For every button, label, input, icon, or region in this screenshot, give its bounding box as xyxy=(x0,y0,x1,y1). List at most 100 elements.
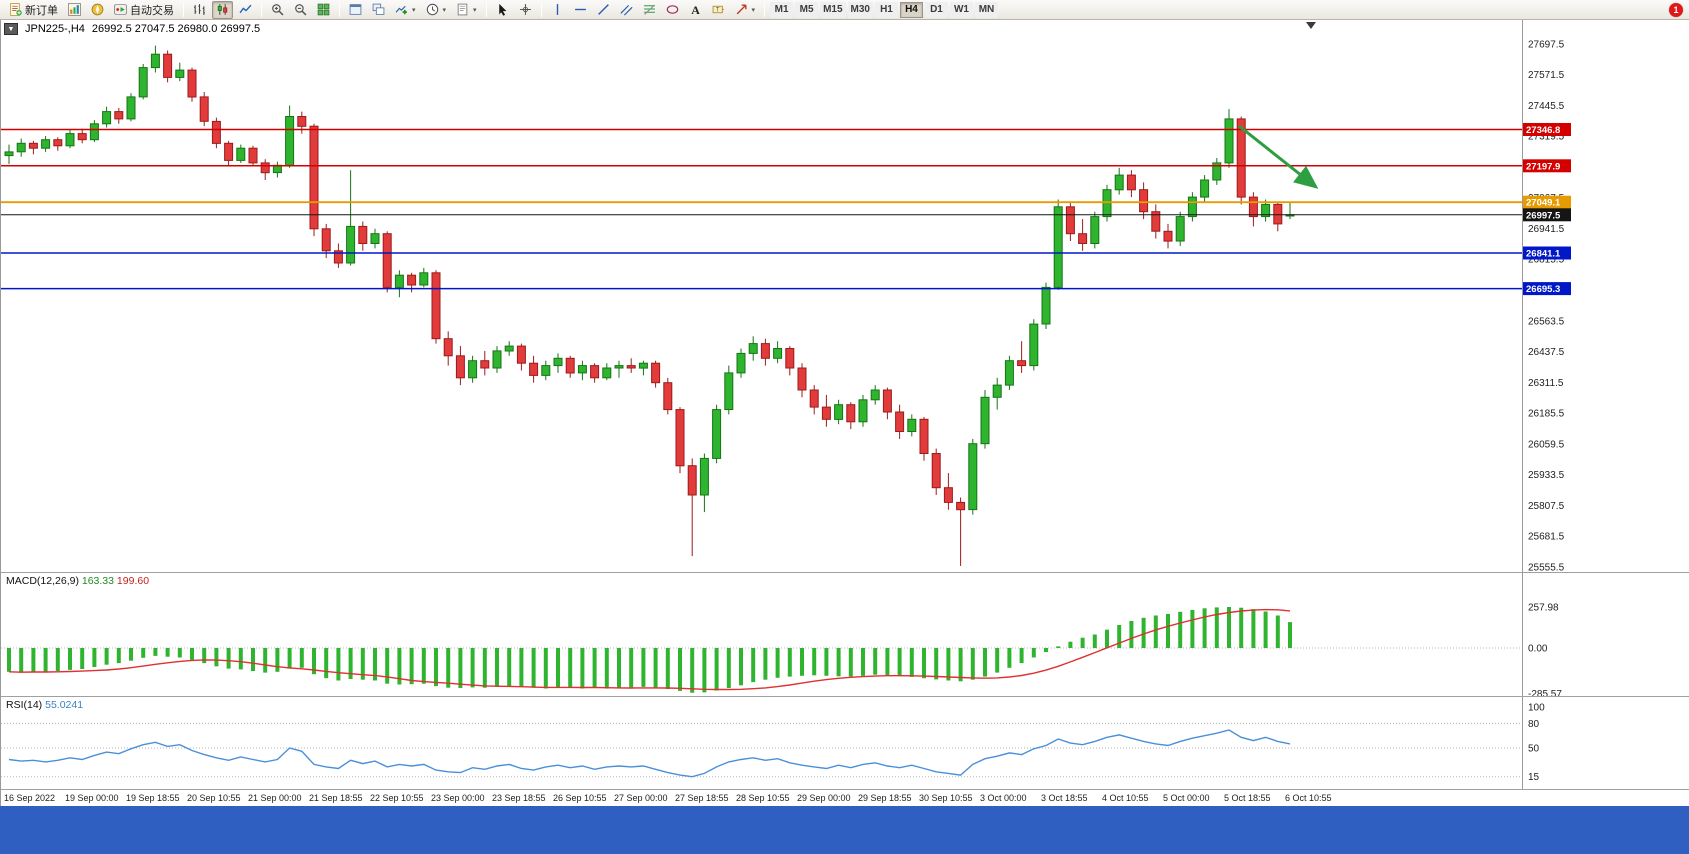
time-axis-label: 30 Sep 10:55 xyxy=(919,793,973,803)
arrow-icon xyxy=(735,3,748,16)
indicators-button[interactable]: ▾ xyxy=(391,1,420,19)
auto-arrange-button[interactable] xyxy=(345,1,366,19)
notification-badge[interactable]: 1 xyxy=(1669,3,1683,17)
horizontal-line[interactable]: 26997.5 xyxy=(1,208,1571,222)
label-icon: T xyxy=(712,3,725,16)
arrows-button[interactable]: ▾ xyxy=(731,1,760,19)
svg-text:A: A xyxy=(691,3,700,16)
horizontal-line[interactable]: 27346.8 xyxy=(1,123,1571,136)
zoom-out-button[interactable] xyxy=(290,1,311,19)
template-icon xyxy=(456,3,469,16)
candlestick-icon xyxy=(216,3,229,16)
price-axis-label: 26563.5 xyxy=(1528,316,1565,327)
chevron-down-icon: ▾ xyxy=(442,6,447,14)
horizontal-line[interactable]: 27197.9 xyxy=(1,159,1571,173)
macd-histogram xyxy=(7,607,1292,693)
trend-arrow-annotation[interactable] xyxy=(1238,124,1319,189)
crosshair-icon xyxy=(519,3,532,16)
templates-button[interactable]: ▾ xyxy=(452,1,481,19)
price-line-label xyxy=(1523,123,1571,136)
time-axis-label: 3 Oct 18:55 xyxy=(1041,793,1088,803)
shapes-button[interactable] xyxy=(662,1,683,19)
timeframe-w1[interactable]: W1 xyxy=(949,1,973,18)
trendline-button[interactable] xyxy=(593,1,614,19)
chart-collapse-icon[interactable]: ▼ xyxy=(4,23,18,35)
bar-chart-icon xyxy=(193,3,206,16)
price-axis-label: 26185.5 xyxy=(1528,409,1565,420)
macd-axis-label: 0.00 xyxy=(1528,644,1548,655)
vline-icon xyxy=(551,3,564,16)
candlestick-button[interactable] xyxy=(212,0,233,19)
time-axis-label: 21 Sep 18:55 xyxy=(309,793,363,803)
timeframe-h1[interactable]: H1 xyxy=(874,1,898,18)
rsi-canvas[interactable]: 100 80 50 15 xyxy=(1,697,1689,789)
macd-axis-label: -285.57 xyxy=(1528,689,1562,696)
time-axis-label: 27 Sep 18:55 xyxy=(675,793,729,803)
price-axis-label: 27445.5 xyxy=(1528,101,1565,112)
price-line-label xyxy=(1523,208,1571,222)
cursor-button[interactable] xyxy=(492,1,513,19)
price-axis-label: 26941.5 xyxy=(1528,224,1565,235)
new-order-button-label: 新订单 xyxy=(25,4,58,17)
time-axis-label: 29 Sep 18:55 xyxy=(858,793,912,803)
timeframe-m15[interactable]: M15 xyxy=(820,1,846,18)
timeframe-d1[interactable]: D1 xyxy=(924,1,948,18)
clock-icon xyxy=(426,3,439,16)
tile-windows-button[interactable] xyxy=(313,1,334,19)
candlestick-series xyxy=(4,45,1295,566)
horizontal-line[interactable]: 27049.1 xyxy=(1,195,1571,209)
chevron-down-icon: ▾ xyxy=(751,6,756,14)
bar-chart-button[interactable] xyxy=(189,1,210,19)
zoom-in-button[interactable] xyxy=(267,1,288,19)
main-chart-pane: 27697.527571.527445.527319.527193.527067… xyxy=(1,20,1689,572)
time-axis-label: 16 Sep 2022 xyxy=(4,793,56,803)
price-axis-label: 25681.5 xyxy=(1528,532,1565,543)
navigator-button[interactable] xyxy=(87,1,108,19)
indicators-icon xyxy=(395,3,408,16)
label-button[interactable]: T xyxy=(708,1,729,19)
rsi-axis-label: 80 xyxy=(1528,719,1540,730)
text-button[interactable]: A xyxy=(685,1,706,19)
timeframe-mn[interactable]: MN xyxy=(974,1,998,18)
time-axis-label: 19 Sep 18:55 xyxy=(126,793,180,803)
crosshair-button[interactable] xyxy=(515,1,536,19)
zoom-in-icon xyxy=(271,3,284,16)
horizontal-line[interactable]: 26695.3 xyxy=(1,282,1571,296)
price-axis-label: 25933.5 xyxy=(1528,470,1565,481)
timeframe-m30[interactable]: M30 xyxy=(847,1,873,18)
cascade-button[interactable] xyxy=(368,1,389,19)
price-axis[interactable]: 27697.527571.527445.527319.527193.527067… xyxy=(1522,20,1565,572)
time-axis-label: 22 Sep 10:55 xyxy=(370,793,424,803)
autotrading-icon xyxy=(114,3,127,16)
channel-button[interactable] xyxy=(616,1,637,19)
fibonacci-button[interactable] xyxy=(639,1,660,19)
hline-button[interactable] xyxy=(570,1,591,19)
new-order-button[interactable]: 新订单 xyxy=(5,1,62,19)
chart-shift-marker[interactable] xyxy=(1306,22,1316,29)
autotrading-button[interactable]: 自动交易 xyxy=(110,1,178,19)
toolbar-separator xyxy=(540,2,542,17)
macd-canvas[interactable]: 257.98 0.00 -285.57 xyxy=(1,573,1689,696)
rsi-pane: 100 80 50 15 RSI(14) 55.0241 xyxy=(1,696,1689,789)
main-chart-canvas[interactable]: 27697.527571.527445.527319.527193.527067… xyxy=(1,20,1689,572)
time-axis-label: 21 Sep 00:00 xyxy=(248,793,302,803)
rsi-axis-label: 15 xyxy=(1528,772,1540,783)
time-axis-label: 29 Sep 00:00 xyxy=(797,793,851,803)
horizontal-line[interactable]: 26841.1 xyxy=(1,246,1571,260)
periods-button[interactable]: ▾ xyxy=(422,1,451,19)
timeframe-h4[interactable]: H4 xyxy=(899,1,923,18)
shapes-icon xyxy=(666,3,679,16)
time-axis[interactable]: 16 Sep 2022 19 Sep 00:00 19 Sep 18:55 20 Se… xyxy=(1,789,1689,806)
vline-button[interactable] xyxy=(547,1,568,19)
timeframe-m5[interactable]: M5 xyxy=(795,1,819,18)
macd-pane: 257.98 0.00 -285.57 MACD(12,26,9) 163.33 1… xyxy=(1,572,1689,696)
time-axis-label: 20 Sep 10:55 xyxy=(187,793,241,803)
market-watch-button[interactable] xyxy=(64,1,85,19)
timeframe-m1[interactable]: M1 xyxy=(770,1,794,18)
price-axis-label: 26815.5 xyxy=(1528,255,1565,266)
market-watch-icon xyxy=(68,3,81,16)
price-axis-label: 26311.5 xyxy=(1528,378,1564,389)
time-axis-label: 19 Sep 00:00 xyxy=(65,793,119,803)
fibonacci-icon xyxy=(643,3,656,16)
line-chart-button[interactable] xyxy=(235,1,256,19)
